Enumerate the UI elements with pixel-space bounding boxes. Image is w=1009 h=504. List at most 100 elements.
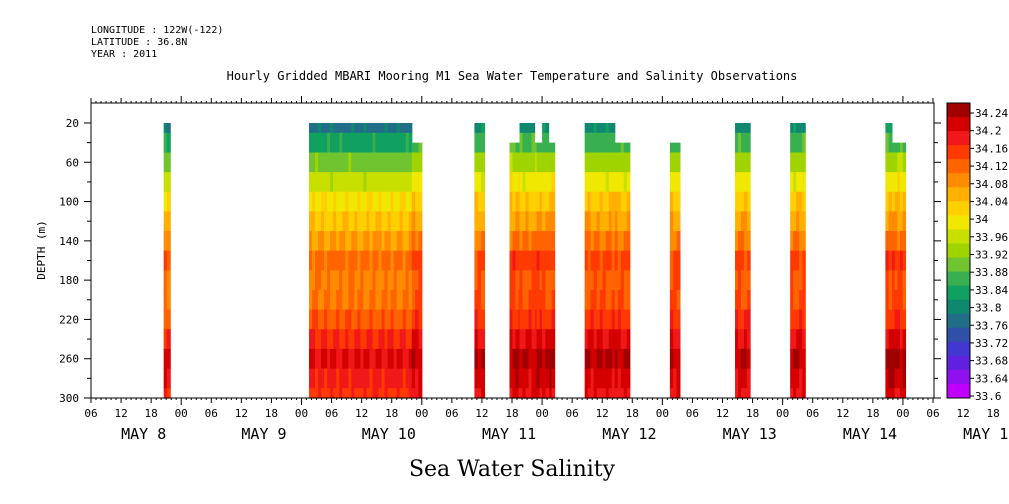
data-cell [381, 152, 386, 173]
data-cell [608, 289, 613, 311]
data-cell [324, 123, 328, 134]
data-cell [741, 211, 745, 232]
data-cell [318, 309, 322, 330]
data-cell [738, 289, 742, 311]
data-cell [339, 368, 343, 389]
colorbar-label: 33.76 [975, 319, 1008, 332]
data-cell [593, 123, 598, 134]
colorbar-swatch [947, 229, 970, 244]
data-cell [611, 309, 616, 330]
data-block [790, 123, 806, 399]
data-cell [375, 191, 380, 212]
data-cell [744, 211, 748, 232]
data-cell [528, 270, 533, 291]
data-cell [548, 152, 553, 173]
data-cell [614, 289, 619, 311]
data-cell [512, 289, 517, 311]
data-cell [166, 123, 171, 134]
colorbar-swatch [947, 341, 970, 357]
data-cell [620, 329, 625, 350]
data-cell [885, 329, 890, 350]
data-cell [515, 270, 520, 291]
data-cell [593, 388, 598, 399]
data-cell [747, 250, 751, 271]
data-cell [399, 132, 404, 154]
data-cell [387, 152, 392, 173]
data-cell [474, 309, 479, 330]
data-cell [536, 250, 541, 271]
data-cell [402, 172, 407, 193]
data-cell [348, 289, 352, 311]
data-cell [360, 231, 365, 252]
data-cell [545, 231, 550, 252]
data-cell [339, 211, 343, 232]
data-cell [900, 191, 904, 212]
data-cell [399, 348, 404, 370]
data-cell [381, 123, 386, 134]
x-tick-label: 06 [325, 407, 338, 420]
data-cell [533, 191, 538, 212]
data-cell [393, 250, 398, 271]
data-cell [333, 329, 337, 350]
data-cell [405, 231, 410, 252]
data-cell [477, 250, 482, 271]
data-cell [584, 329, 589, 350]
data-cell [369, 191, 374, 212]
x-tick-label: 12 [114, 407, 127, 420]
data-cell [747, 270, 751, 291]
data-cell [387, 309, 392, 330]
data-cell [741, 289, 745, 311]
data-cell [894, 289, 898, 311]
data-cell [402, 368, 407, 389]
data-cell [390, 289, 395, 311]
data-cell [418, 142, 423, 154]
data-cell [593, 329, 598, 350]
data-cell [531, 152, 536, 173]
data-cell [802, 231, 806, 252]
data-cell [309, 270, 313, 291]
data-cell [324, 132, 328, 154]
data-cell [533, 211, 538, 232]
data-cell [599, 172, 604, 193]
data-cell [533, 270, 538, 291]
data-cell [605, 270, 610, 291]
data-cell [312, 289, 316, 311]
data-cell [802, 191, 806, 212]
x-tick-label: 18 [986, 407, 999, 420]
data-cell [587, 348, 592, 370]
data-cell [360, 270, 365, 291]
data-cell [888, 132, 893, 154]
data-cell [793, 172, 797, 193]
data-cell [408, 289, 413, 311]
data-cell [738, 152, 742, 173]
colorbar-label: 33.8 [975, 302, 1002, 315]
data-cell [548, 270, 553, 291]
data-cell [384, 270, 389, 291]
data-cell [551, 142, 556, 154]
data-cell [599, 250, 604, 271]
data-cell [669, 309, 674, 330]
data-cell [587, 388, 592, 399]
data-cell [336, 388, 340, 399]
data-cell [393, 329, 398, 350]
x-tick-label: 12 [716, 407, 729, 420]
data-block [891, 142, 907, 399]
data-cell [477, 231, 482, 252]
data-cell [519, 329, 524, 350]
colorbar-swatch [947, 173, 970, 188]
data-cell [327, 191, 331, 212]
data-cell [390, 231, 395, 252]
data-cell [390, 368, 395, 389]
data-cell [309, 211, 313, 232]
latitude-label: LATITUDE : 36.8N [91, 37, 188, 48]
data-cell [584, 368, 589, 389]
data-cell [741, 348, 745, 370]
colorbar-label: 33.72 [975, 337, 1008, 350]
data-cell [673, 152, 678, 173]
data-cell [384, 231, 389, 252]
data-cell [509, 329, 514, 350]
data-cell [738, 211, 742, 232]
data-cell [525, 368, 530, 389]
data-cell [402, 388, 407, 399]
data-cell [623, 368, 628, 389]
